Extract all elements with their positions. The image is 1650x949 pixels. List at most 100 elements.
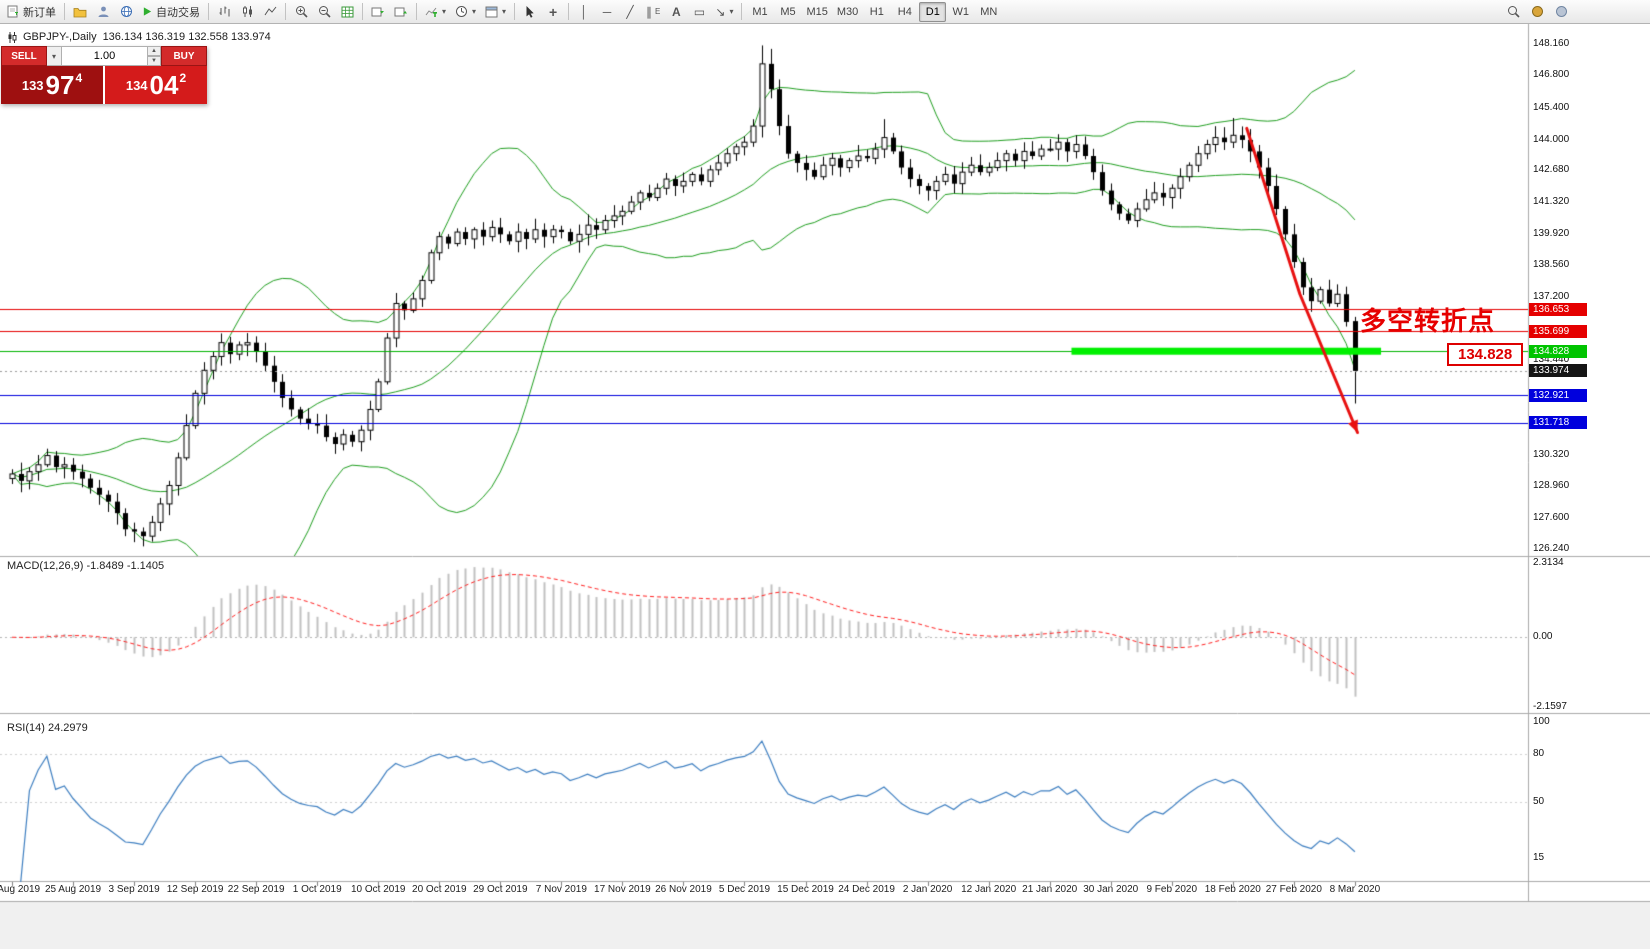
price-tick-label: 134.440 [1533,354,1570,366]
dropdown-caret-icon: ▾ [442,7,447,16]
volume-input[interactable] [62,46,148,66]
cursor-icon [524,5,536,18]
buy-button[interactable]: BUY [161,46,207,66]
crosshair-button[interactable]: + [542,2,564,22]
date-label: 21 Jan 2020 [1022,884,1078,895]
search-icon [1507,5,1520,18]
date-label: 12 Sep 2019 [166,884,224,895]
level-price-label[interactable]: 134.828 [1447,343,1524,366]
order-type-dropdown[interactable]: ▾ [47,46,62,66]
toolbar-separator [64,3,65,20]
open-file-button[interactable] [69,2,91,22]
auto-trading-button[interactable]: 自动交易 [138,2,204,22]
price-tick-label: 139.920 [1533,227,1570,239]
macd-label: MACD(12,26,9) -1.8489 -1.1405 [7,560,165,572]
chart-area[interactable] [0,24,1650,949]
text-tool-icon: A [672,4,681,19]
price-line-badge: 134.828 [1529,344,1587,358]
toolbar-separator [208,3,209,20]
buy-price-button[interactable]: 134 04 2 [105,66,207,104]
rsi-label: RSI(14) 24.2979 [7,722,88,734]
price-tick-label: 145.400 [1533,101,1570,113]
line-chart-button[interactable] [259,2,281,22]
sell-price-sup: 4 [75,71,83,85]
auto-scroll-button[interactable] [367,2,389,22]
timeframe-d1[interactable]: D1 [919,1,947,22]
horizontal-line-button[interactable]: ─ [596,2,618,22]
templates-button[interactable]: ▾ [481,2,510,22]
zoom-in-button[interactable] [290,2,312,22]
bar-chart-button[interactable] [213,2,235,22]
timeframe-m30[interactable]: M30 [833,2,862,22]
timeframe-m1[interactable]: M1 [746,2,773,22]
price-axis[interactable]: 148.160 146.800 145.400 144.000 142.680 141.3… [1529,24,1650,902]
community-icon [1531,5,1544,18]
price-tick-label: 146.800 [1533,69,1570,81]
date-label: 5 Dec 2019 [718,884,771,895]
bar-chart-icon [218,5,231,18]
add-indicator-icon [425,5,438,18]
profile-button[interactable] [92,2,114,22]
shapes-button[interactable]: ▭ [688,2,710,22]
sell-button[interactable]: SELL [1,46,47,66]
text-tool-button[interactable]: A [665,2,687,22]
trade-panel-controls: SELL ▾ ▲ ▼ BUY [1,46,207,66]
toolbar-separator [514,3,516,20]
macd-scale-label: -2.1597 [1533,700,1567,712]
timeframe-w1[interactable]: W1 [947,2,974,22]
sell-price-button[interactable]: 133 97 4 [1,66,105,104]
date-label: 8 Mar 2020 [1329,884,1381,895]
new-order-icon [7,5,20,18]
grid-button[interactable] [336,2,358,22]
search-button[interactable] [1502,1,1524,21]
clock-icon [455,5,468,18]
arrows-button[interactable]: ↘ ▾ [711,2,737,22]
date-label: 9 Feb 2020 [1146,884,1198,895]
sell-price-pips: 97 [45,70,75,100]
cursor-button[interactable] [519,2,541,22]
date-label: 18 Feb 2020 [1204,884,1261,895]
price-tick-label: 130.320 [1533,449,1570,461]
candlestick-chart-button[interactable] [236,2,258,22]
timeframe-m15[interactable]: M15 [802,2,831,22]
channel-icon: ∥ [646,4,653,19]
date-label: 12 Jan 2020 [961,884,1017,895]
timeframe-h1[interactable]: H1 [863,2,890,22]
toolbar-separator [416,3,417,20]
toolbar-separator [741,3,743,20]
timeframe-m5[interactable]: M5 [774,2,801,22]
volume-decrease-button[interactable]: ▼ [148,56,160,66]
turning-point-annotation[interactable]: 多空转折点 [1360,306,1496,336]
price-tick-label: 138.560 [1533,259,1570,271]
trendline-button[interactable]: ╱ [619,2,641,22]
date-label: 7 Nov 2019 [535,884,587,895]
rsi-scale-label: 80 [1533,748,1545,759]
community-button[interactable] [1526,1,1548,21]
history-center-button[interactable] [115,2,137,22]
indicators-button[interactable]: ▾ [421,2,450,22]
ohlc-values: 136.134 136.319 132.558 133.974 [102,31,271,43]
vertical-line-button[interactable]: │ [573,2,595,22]
chart-shift-button[interactable] [390,2,412,22]
help-button[interactable] [1550,1,1572,21]
date-label: 20 Oct 2019 [412,884,467,895]
timeframe-h4[interactable]: H4 [891,2,918,22]
periods-button[interactable]: ▾ [451,2,480,22]
macd-scale-label: 0.00 [1533,631,1553,643]
price-tick-label: 126.240 [1533,543,1570,555]
zoom-out-button[interactable] [313,2,335,22]
date-label: 15 Aug 2019 [0,884,41,895]
buy-price-big: 134 [125,77,148,93]
play-icon [142,6,153,17]
date-label: 30 Jan 2020 [1083,884,1139,895]
timeframe-mn[interactable]: MN [975,2,1002,22]
new-order-button[interactable]: 新订单 [3,2,60,22]
channel-button[interactable]: ∥ E [642,2,664,22]
candlestick-icon [241,5,254,18]
toolbar-separator [285,3,286,20]
volume-increase-button[interactable]: ▲ [148,46,160,56]
date-label: 1 Oct 2019 [292,884,342,895]
dropdown-caret-icon: ▾ [472,7,477,16]
dropdown-caret-icon: ▾ [729,7,734,16]
